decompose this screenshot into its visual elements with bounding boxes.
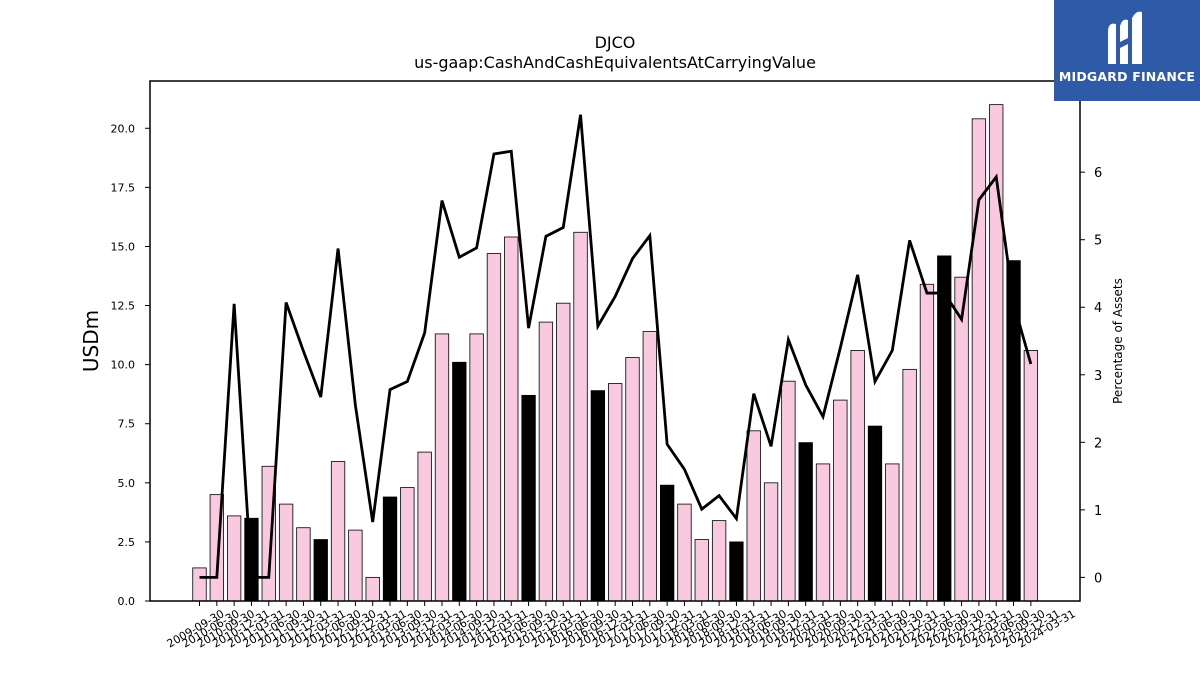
bar	[850, 350, 865, 602]
bar	[590, 390, 606, 602]
midgard-logo-icon	[1108, 11, 1142, 65]
bar	[902, 368, 917, 602]
bar	[452, 361, 467, 602]
plot-frame	[149, 80, 1081, 602]
bar	[382, 496, 398, 602]
y-right-tick-label: 6	[1094, 166, 1102, 181]
y-tick-label: 7.5	[118, 418, 136, 431]
bar	[573, 231, 588, 602]
y-tick-label: 5.0	[118, 477, 136, 490]
bar	[469, 333, 484, 602]
bar	[694, 539, 709, 602]
bar	[296, 527, 311, 602]
y-axis-label: USDm	[79, 310, 103, 372]
bar	[798, 442, 813, 602]
bar	[521, 394, 536, 602]
brand-name: MIDGARD FINANCE	[1058, 69, 1196, 84]
bar	[711, 520, 727, 602]
bar	[746, 430, 761, 602]
bar	[815, 463, 831, 602]
bar	[1023, 350, 1039, 602]
bar	[1006, 260, 1021, 602]
y-tick-label: 10.0	[111, 359, 136, 372]
bar	[434, 333, 450, 602]
bar	[659, 484, 675, 602]
bar	[867, 425, 883, 602]
bar	[729, 541, 744, 602]
y-right-tick-label: 5	[1094, 234, 1102, 249]
bar	[781, 380, 796, 602]
y-axis-right-ticks: 0 1 2 3 4 5 6	[1080, 166, 1102, 586]
y-axis-right-label: Percentage of Assets	[1111, 278, 1125, 404]
bar	[365, 576, 380, 602]
bar	[330, 461, 346, 602]
y-tick-label: 0.0	[118, 595, 136, 608]
bar	[677, 503, 692, 602]
bar	[192, 567, 207, 602]
bar	[348, 529, 363, 602]
y-right-tick-label: 1	[1094, 504, 1102, 519]
bar	[486, 253, 502, 602]
bar-series	[192, 104, 1039, 602]
bar	[313, 539, 328, 602]
bar	[919, 283, 935, 602]
chart-title: DJCO	[595, 33, 636, 52]
bar	[763, 482, 779, 602]
bar	[642, 331, 657, 602]
bar	[538, 321, 554, 602]
bar	[278, 503, 294, 602]
chart-subtitle: us-gaap:CashAndCashEquivalentsAtCarrying…	[414, 53, 816, 72]
y-tick-label: 15.0	[111, 240, 136, 253]
bar	[417, 451, 432, 602]
y-right-tick-label: 0	[1094, 571, 1102, 586]
x-axis-ticks: 2009-09-302010-06-302010-09-302010-12-31…	[165, 601, 1078, 650]
brand-logo: MIDGARD FINANCE	[1054, 0, 1200, 101]
bar	[937, 255, 952, 602]
y-axis-ticks: 0.0 2.5 5.0 7.5 10.0 12.5 15.0 17.5 20.0	[111, 122, 150, 608]
y-tick-label: 20.0	[111, 122, 136, 135]
bar	[556, 302, 571, 602]
bar	[885, 463, 900, 602]
bar	[971, 118, 987, 602]
y-tick-label: 17.5	[111, 181, 136, 194]
bar	[608, 383, 623, 602]
bar	[954, 276, 969, 602]
bar	[833, 399, 848, 602]
percentage-of-assets-line	[199, 114, 1033, 579]
bar	[625, 357, 640, 602]
y-right-tick-label: 4	[1094, 301, 1102, 316]
bar	[400, 487, 415, 602]
y-tick-label: 12.5	[111, 300, 136, 313]
y-right-tick-label: 3	[1094, 369, 1102, 384]
y-tick-label: 2.5	[118, 536, 136, 549]
bar	[504, 236, 519, 602]
bar	[226, 515, 242, 602]
y-right-tick-label: 2	[1094, 436, 1102, 451]
